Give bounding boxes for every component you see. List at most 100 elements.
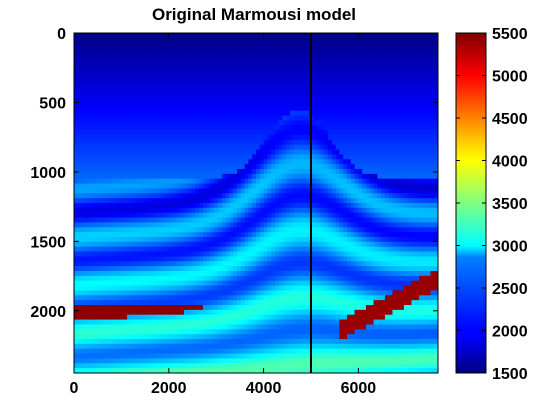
heatmap-cell: [146, 144, 151, 151]
heatmap-cell: [369, 101, 375, 107]
heatmap-cell: [81, 130, 86, 136]
heatmap-cell: [127, 159, 132, 165]
heatmap-cell: [229, 227, 234, 233]
heatmap-cell: [263, 67, 268, 73]
heatmap-cell: [278, 76, 284, 83]
heatmap-cell: [218, 139, 223, 146]
heatmap-cell: [350, 81, 356, 88]
heatmap-cell: [96, 96, 102, 102]
heatmap-cell: [403, 57, 409, 63]
heatmap-cell: [305, 105, 310, 112]
heatmap-cell: [297, 173, 303, 180]
heatmap-cell: [403, 96, 409, 102]
heatmap-cell: [259, 86, 265, 92]
heatmap-cell: [400, 222, 405, 228]
heatmap-cell: [149, 144, 155, 151]
heatmap-cell: [278, 246, 284, 253]
heatmap-cell: [202, 261, 208, 267]
heatmap-cell: [419, 178, 424, 185]
heatmap-cell: [146, 135, 151, 141]
heatmap-cell: [168, 67, 174, 73]
heatmap-cell: [214, 159, 219, 165]
heatmap-cell: [343, 125, 348, 131]
heatmap-cell: [350, 203, 356, 209]
heatmap-cell: [347, 105, 352, 112]
heatmap-cell: [400, 42, 405, 49]
heatmap-cell: [195, 81, 200, 88]
heatmap-cell: [430, 212, 435, 219]
heatmap-cell: [180, 164, 185, 170]
heatmap-cell: [286, 115, 291, 122]
heatmap-cell: [229, 261, 234, 267]
heatmap-cell: [297, 81, 303, 88]
heatmap-cell: [320, 261, 325, 267]
heatmap-cell: [403, 86, 409, 92]
heatmap-cell: [183, 251, 189, 258]
heatmap-cell: [365, 154, 371, 160]
heatmap-cell: [274, 266, 280, 272]
heatmap-cell: [240, 139, 246, 146]
heatmap-cell: [347, 193, 352, 199]
heatmap-cell: [403, 62, 409, 68]
heatmap-cell: [187, 42, 193, 49]
heatmap-cell: [316, 67, 322, 73]
heatmap-cell: [92, 261, 98, 267]
heatmap-cell: [339, 227, 344, 233]
heatmap-cell: [403, 227, 409, 233]
heatmap-cell: [111, 33, 117, 39]
heatmap-cell: [206, 110, 212, 117]
heatmap-cell: [218, 217, 223, 224]
heatmap-cell: [92, 193, 98, 199]
heatmap-cell: [77, 52, 83, 58]
heatmap-cell: [358, 115, 363, 122]
heatmap-cell: [237, 203, 242, 209]
heatmap-cell: [187, 237, 193, 243]
heatmap-cell: [422, 130, 428, 136]
heatmap-cell: [248, 207, 253, 214]
heatmap-cell: [358, 105, 363, 112]
heatmap-cell: [165, 188, 170, 194]
heatmap-cell: [225, 232, 231, 238]
heatmap-cell: [199, 280, 204, 287]
heatmap-cell: [320, 71, 325, 78]
heatmap-cell: [267, 86, 272, 92]
heatmap-cell: [396, 76, 401, 83]
heatmap-cell: [176, 37, 181, 44]
heatmap-cell: [206, 120, 212, 126]
heatmap-cell: [77, 173, 83, 180]
heatmap-cell: [392, 280, 397, 287]
heatmap-cell: [430, 261, 435, 267]
heatmap-cell: [225, 237, 231, 243]
heatmap-cell: [237, 67, 242, 73]
heatmap-cell: [403, 222, 409, 228]
heatmap-cell: [301, 149, 306, 156]
heatmap-cell: [191, 173, 196, 180]
heatmap-cell: [324, 261, 329, 267]
heatmap-cell: [229, 71, 234, 78]
heatmap-cell: [335, 222, 341, 228]
heatmap-cell: [278, 57, 284, 63]
heatmap-cell: [172, 251, 177, 258]
heatmap-cell: [331, 203, 337, 209]
heatmap-cell: [328, 280, 333, 287]
heatmap-cell: [354, 183, 359, 190]
heatmap-cell: [115, 232, 121, 238]
heatmap-cell: [419, 76, 424, 83]
heatmap-cell: [237, 115, 242, 122]
heatmap-cell: [233, 188, 238, 194]
heatmap-cell: [407, 86, 413, 92]
heatmap-cell: [347, 130, 352, 136]
heatmap-cell: [381, 33, 386, 39]
heatmap-cell: [168, 256, 174, 262]
heatmap-cell: [430, 120, 435, 126]
heatmap-cell: [115, 198, 121, 204]
heatmap-cell: [119, 188, 124, 194]
heatmap-cell: [119, 139, 124, 146]
heatmap-cell: [92, 275, 98, 282]
heatmap-cell: [214, 173, 219, 180]
heatmap-cell: [347, 52, 352, 58]
heatmap-cell: [263, 241, 268, 248]
heatmap-cell: [256, 81, 261, 88]
heatmap-cell: [381, 280, 386, 287]
heatmap-cell: [392, 164, 397, 170]
